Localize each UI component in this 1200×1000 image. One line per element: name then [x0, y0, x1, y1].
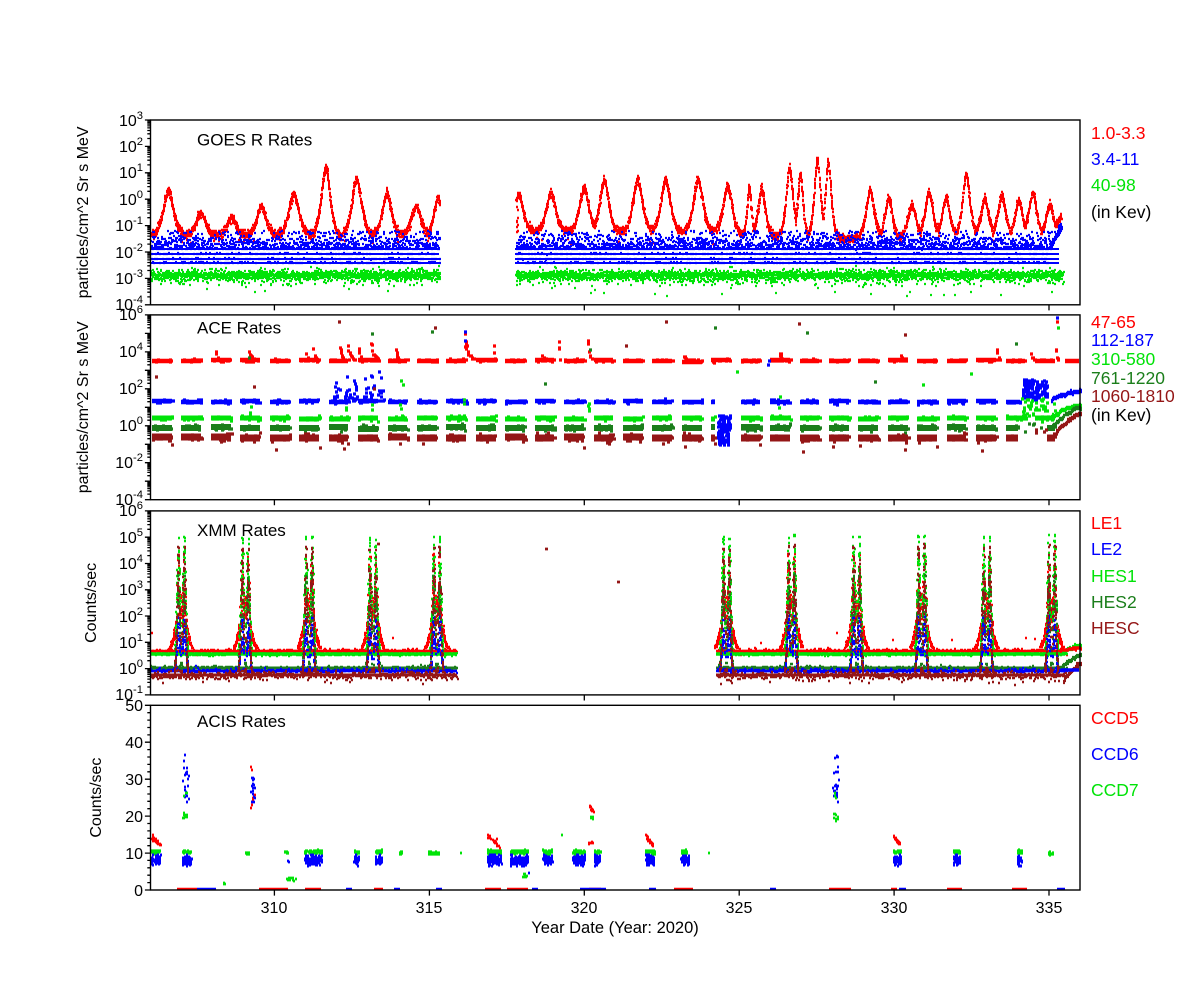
- svg-text:particles/cm^2 Sr s MeV: particles/cm^2 Sr s MeV: [75, 321, 92, 493]
- svg-text:(in Kev): (in Kev): [1091, 202, 1151, 222]
- svg-text:0: 0: [134, 883, 143, 900]
- svg-text:320: 320: [571, 900, 598, 917]
- svg-text:particles/cm^2 Sr s MeV: particles/cm^2 Sr s MeV: [75, 126, 92, 298]
- svg-text:335: 335: [1036, 900, 1063, 917]
- svg-text:ACIS Rates: ACIS Rates: [197, 712, 286, 731]
- svg-text:HES1: HES1: [1091, 566, 1137, 586]
- svg-text:HESC: HESC: [1091, 618, 1140, 638]
- svg-text:40-98: 40-98: [1091, 175, 1136, 195]
- svg-text:(in Kev): (in Kev): [1091, 405, 1151, 425]
- svg-text:1060-1810: 1060-1810: [1091, 386, 1175, 406]
- svg-text:112-187: 112-187: [1091, 330, 1154, 350]
- svg-text:330: 330: [881, 900, 908, 917]
- svg-text:CCD6: CCD6: [1091, 744, 1139, 764]
- svg-text:315: 315: [416, 900, 443, 917]
- svg-text:Counts/sec: Counts/sec: [88, 758, 105, 838]
- svg-text:XMM Rates: XMM Rates: [197, 521, 286, 540]
- svg-text:310-580: 310-580: [1091, 349, 1155, 369]
- svg-text:ACE Rates: ACE Rates: [197, 319, 281, 338]
- svg-text:10: 10: [125, 846, 143, 863]
- svg-text:310: 310: [261, 900, 288, 917]
- svg-text:3.4-11: 3.4-11: [1091, 149, 1139, 169]
- svg-text:1.0-3.3: 1.0-3.3: [1091, 123, 1145, 143]
- svg-text:30: 30: [125, 772, 143, 789]
- svg-text:GOES R Rates: GOES R Rates: [197, 131, 312, 150]
- svg-text:Year Date (Year: 2020): Year Date (Year: 2020): [531, 919, 699, 937]
- svg-text:325: 325: [726, 900, 753, 917]
- svg-text:761-1220: 761-1220: [1091, 368, 1165, 388]
- svg-text:Counts/sec: Counts/sec: [83, 563, 100, 643]
- svg-text:CCD5: CCD5: [1091, 708, 1139, 728]
- svg-text:50: 50: [125, 698, 143, 715]
- svg-text:HES2: HES2: [1091, 592, 1137, 612]
- svg-text:20: 20: [125, 809, 143, 826]
- svg-text:47-65: 47-65: [1091, 312, 1136, 332]
- svg-text:CCD7: CCD7: [1091, 780, 1139, 800]
- svg-text:LE1: LE1: [1091, 513, 1122, 533]
- svg-text:40: 40: [125, 735, 143, 752]
- svg-text:LE2: LE2: [1091, 539, 1122, 559]
